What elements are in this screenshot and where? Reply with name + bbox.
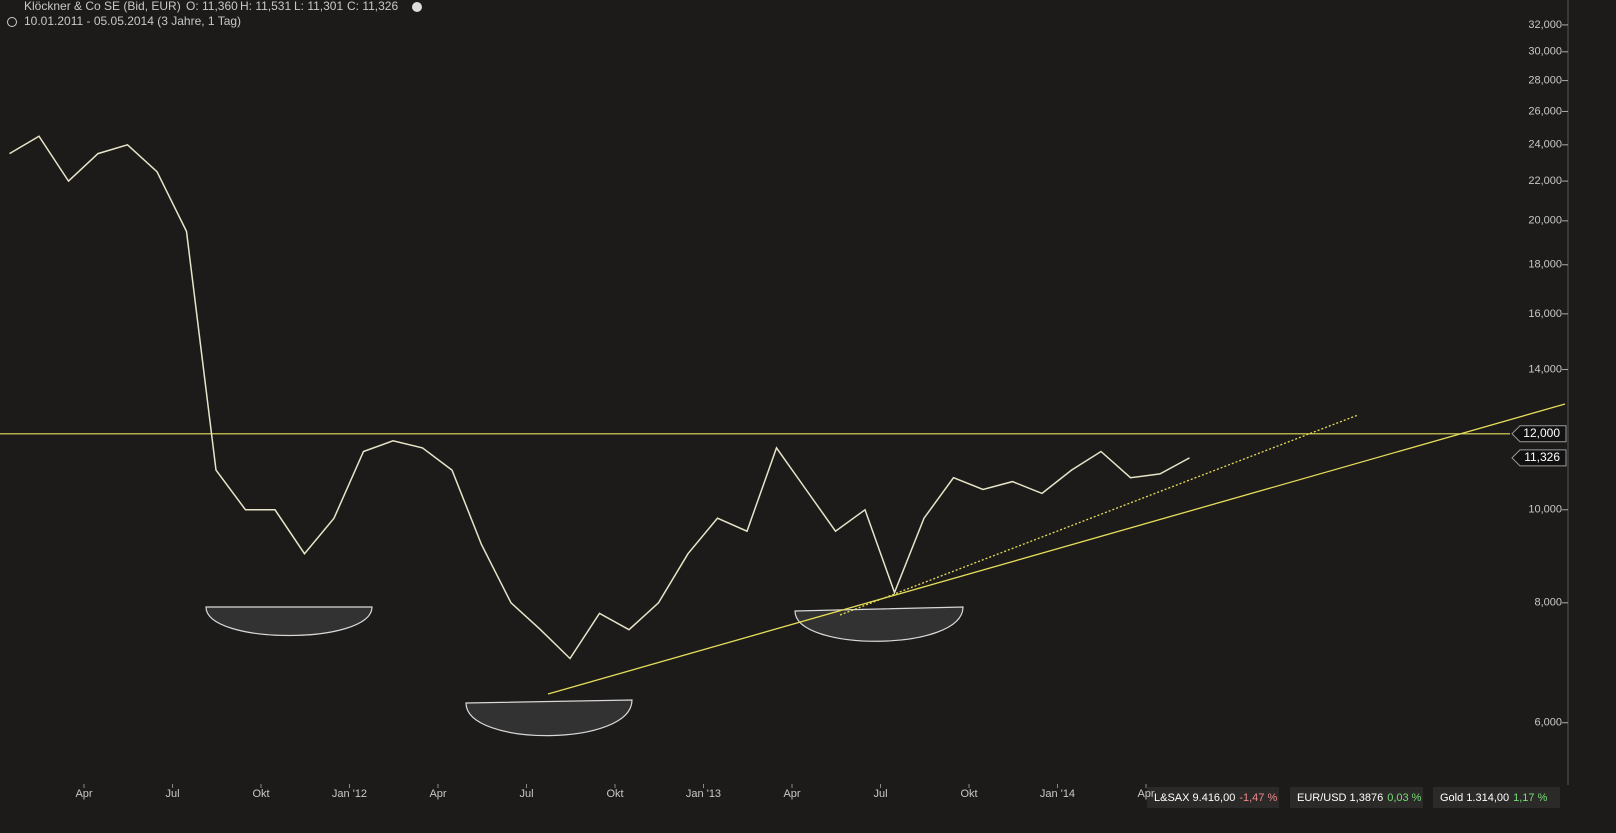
x-tick-label: Jan '13 [686, 788, 721, 800]
ticker-box [1290, 787, 1423, 808]
x-tick-label: Jan '12 [332, 788, 367, 800]
last-price-box [1511, 449, 1567, 467]
x-tick-label: Apr [75, 788, 92, 800]
y-tick-label: 8,000 [1534, 597, 1562, 609]
y-tick-label: 28,000 [1528, 74, 1562, 86]
x-tick-label: Okt [252, 788, 269, 800]
y-tick-label: 14,000 [1528, 363, 1562, 375]
x-tick-label: Jul [873, 788, 887, 800]
y-tick-label: 6,000 [1534, 717, 1562, 729]
y-tick-label: 26,000 [1528, 105, 1562, 117]
last-price-label: 11,326 [1524, 450, 1560, 464]
y-tick-label: 30,000 [1528, 46, 1562, 58]
x-tick-label: Okt [960, 788, 977, 800]
ticker-name: EUR/USD 1,3876 [1297, 792, 1383, 804]
trend-line-dotted [839, 414, 1359, 616]
ticker-change: -1,47 % [1239, 792, 1277, 804]
level-label: 12,000 [1523, 426, 1560, 440]
level-box [1511, 425, 1567, 443]
price-line [9, 135, 1190, 660]
x-tick-label: Jul [165, 788, 179, 800]
y-tick-label: 16,000 [1528, 308, 1562, 320]
footer: L&SAX 9.416,00 -1,47 % EUR/USD 1,3876 0,03 … [1147, 787, 1560, 808]
bowl [465, 699, 633, 737]
ohlc-low: L: 11,301 [294, 0, 343, 13]
x-tick-label: Jan '14 [1040, 788, 1075, 800]
trend-line [547, 403, 1566, 695]
bowl [205, 606, 373, 637]
settings-icon[interactable] [412, 2, 422, 12]
ticker-name: L&SAX 9.416,00 [1154, 792, 1235, 804]
y-tick-label: 18,000 [1528, 259, 1562, 271]
x-tick-label: Apr [429, 788, 446, 800]
ohlc-close: C: 11,326 [347, 0, 398, 13]
y-tick-label: 24,000 [1528, 139, 1562, 151]
ohlc-high: H: 11,531 [240, 0, 291, 13]
ticker-box [1147, 787, 1279, 808]
ticker-name: Gold 1.314,00 [1440, 792, 1509, 804]
instrument-name: Klöckner & Co SE (Bid, EUR) [24, 0, 181, 13]
ticker-change: 1,17 % [1513, 792, 1547, 804]
y-tick-label: 22,000 [1528, 175, 1562, 187]
date-range: 10.01.2011 - 05.05.2014 (3 Jahre, 1 Tag) [24, 14, 241, 28]
y-tick-label: 10,000 [1528, 504, 1562, 516]
bowl [794, 606, 964, 642]
ticker-box [1433, 787, 1560, 808]
ohlc-open: O: 11,360 [186, 0, 238, 13]
ticker-change: 0,03 % [1387, 792, 1421, 804]
x-tick-label: Okt [606, 788, 623, 800]
y-tick-label: 20,000 [1528, 215, 1562, 227]
x-tick-label: Apr [783, 788, 800, 800]
annotations [205, 403, 1566, 737]
y-tick-label: 32,000 [1528, 19, 1562, 31]
clock-icon [7, 17, 17, 27]
x-tick-label: Apr [1137, 788, 1154, 800]
x-tick-label: Jul [519, 788, 533, 800]
